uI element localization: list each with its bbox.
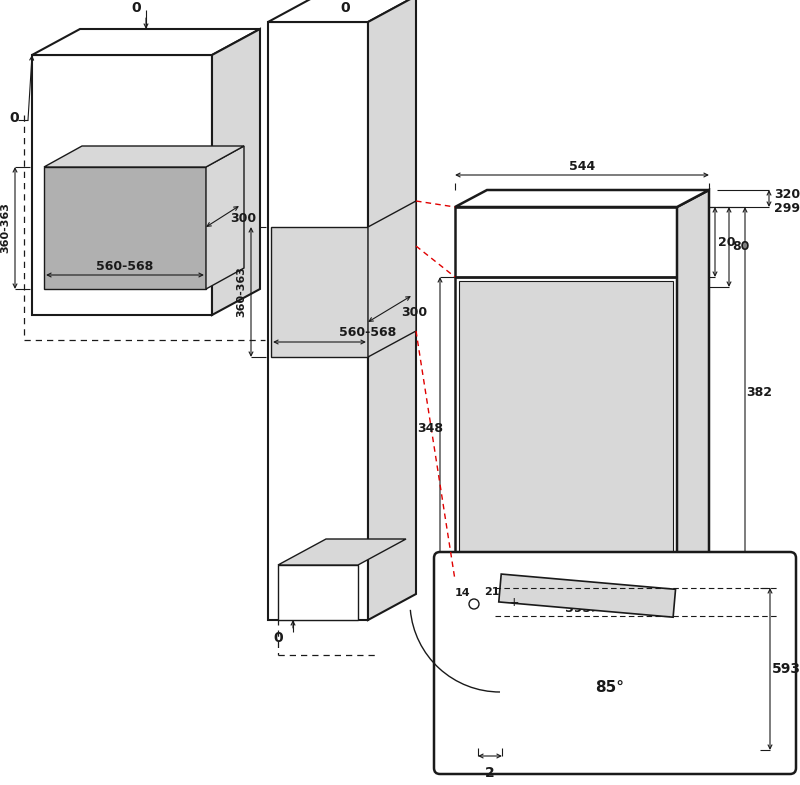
Text: 20: 20 — [718, 236, 736, 249]
Text: 300: 300 — [401, 305, 427, 319]
Polygon shape — [32, 55, 212, 315]
Text: 560-568: 560-568 — [339, 326, 397, 338]
Text: 595: 595 — [565, 601, 591, 615]
Text: 80: 80 — [732, 240, 750, 254]
Polygon shape — [44, 146, 244, 167]
Text: 382: 382 — [746, 386, 772, 400]
Text: 593: 593 — [771, 662, 800, 676]
Polygon shape — [32, 29, 260, 55]
Polygon shape — [44, 167, 206, 289]
Text: 299: 299 — [774, 202, 800, 214]
Text: 320: 320 — [774, 188, 800, 202]
Polygon shape — [498, 574, 675, 617]
Polygon shape — [212, 29, 260, 315]
Polygon shape — [278, 539, 406, 565]
Text: 544: 544 — [569, 160, 595, 173]
Polygon shape — [268, 22, 368, 620]
Text: 0: 0 — [131, 1, 141, 15]
Text: 560-568: 560-568 — [96, 261, 154, 273]
Text: 85°: 85° — [595, 681, 625, 696]
Polygon shape — [271, 227, 368, 357]
Text: 21: 21 — [484, 587, 500, 597]
Text: 360-363: 360-363 — [236, 267, 246, 317]
Text: +: + — [509, 596, 519, 608]
Polygon shape — [368, 0, 416, 620]
Text: 0: 0 — [9, 111, 19, 125]
Text: 360-363: 360-363 — [0, 203, 10, 254]
Text: 0: 0 — [273, 631, 283, 645]
Text: 348: 348 — [417, 422, 443, 435]
Polygon shape — [455, 190, 709, 207]
Text: 14: 14 — [454, 588, 470, 598]
Polygon shape — [677, 190, 709, 580]
Polygon shape — [268, 0, 416, 22]
Text: 300: 300 — [230, 213, 256, 225]
Text: 2: 2 — [485, 766, 495, 780]
FancyBboxPatch shape — [434, 552, 796, 774]
Polygon shape — [368, 201, 416, 357]
Polygon shape — [278, 565, 358, 620]
Polygon shape — [206, 146, 244, 289]
Polygon shape — [455, 207, 677, 580]
Text: 0: 0 — [340, 1, 350, 15]
Polygon shape — [459, 281, 673, 576]
